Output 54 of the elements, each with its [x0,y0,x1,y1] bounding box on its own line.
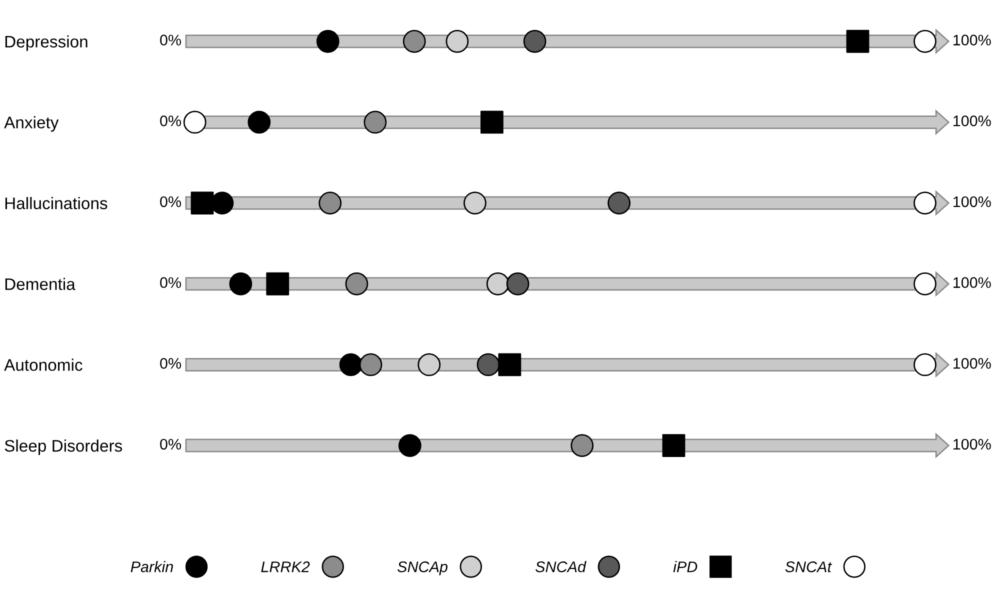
point [398,434,422,457]
point [339,353,362,376]
legend-label: iPD [673,561,698,572]
y-tick-label: Hallucinations [5,197,108,210]
point [402,30,426,53]
text: 100% [954,438,991,450]
y-tick-label: Anxiety [4,116,59,132]
text: 0% [160,438,182,450]
point [183,110,206,134]
point [345,272,368,296]
y-tick-label: Sleep Disorders [4,440,122,456]
point [486,272,510,296]
legend-label: SNCAt [785,561,832,572]
point [266,272,290,296]
legend-label: LRRK2 [261,561,310,572]
point [364,110,387,134]
text: 0% [160,277,182,288]
text: 0% [160,196,182,208]
text: 100% [954,277,991,288]
legend-label: SNCAp [397,561,448,576]
point [914,353,936,376]
point [446,30,469,53]
text: 0% [160,358,182,369]
legend-label: SNCAd [535,561,586,572]
y-tick-label: Dementia [5,278,76,290]
point [846,30,870,53]
point [190,192,214,214]
point [914,272,936,296]
text: 0% [160,34,182,46]
text: 100% [954,34,991,46]
point [506,272,530,296]
point [359,353,382,376]
text: 100% [954,358,991,369]
point [480,110,504,134]
point [914,30,936,53]
text: 100% [954,196,991,208]
text: 100% [954,115,991,126]
point [914,192,936,214]
point [523,30,546,53]
point [662,434,686,457]
point [318,192,342,214]
point [418,353,441,376]
y-tick-label: Autonomic [4,358,82,371]
y-tick-label: Depression [5,35,88,51]
point [229,272,252,296]
point [463,192,486,214]
point [570,434,594,457]
text: 0% [160,115,182,126]
point [476,353,500,376]
point [498,353,522,376]
point [608,192,631,214]
point [316,30,340,53]
legend-label: Parkin [130,561,173,572]
point [248,110,271,134]
